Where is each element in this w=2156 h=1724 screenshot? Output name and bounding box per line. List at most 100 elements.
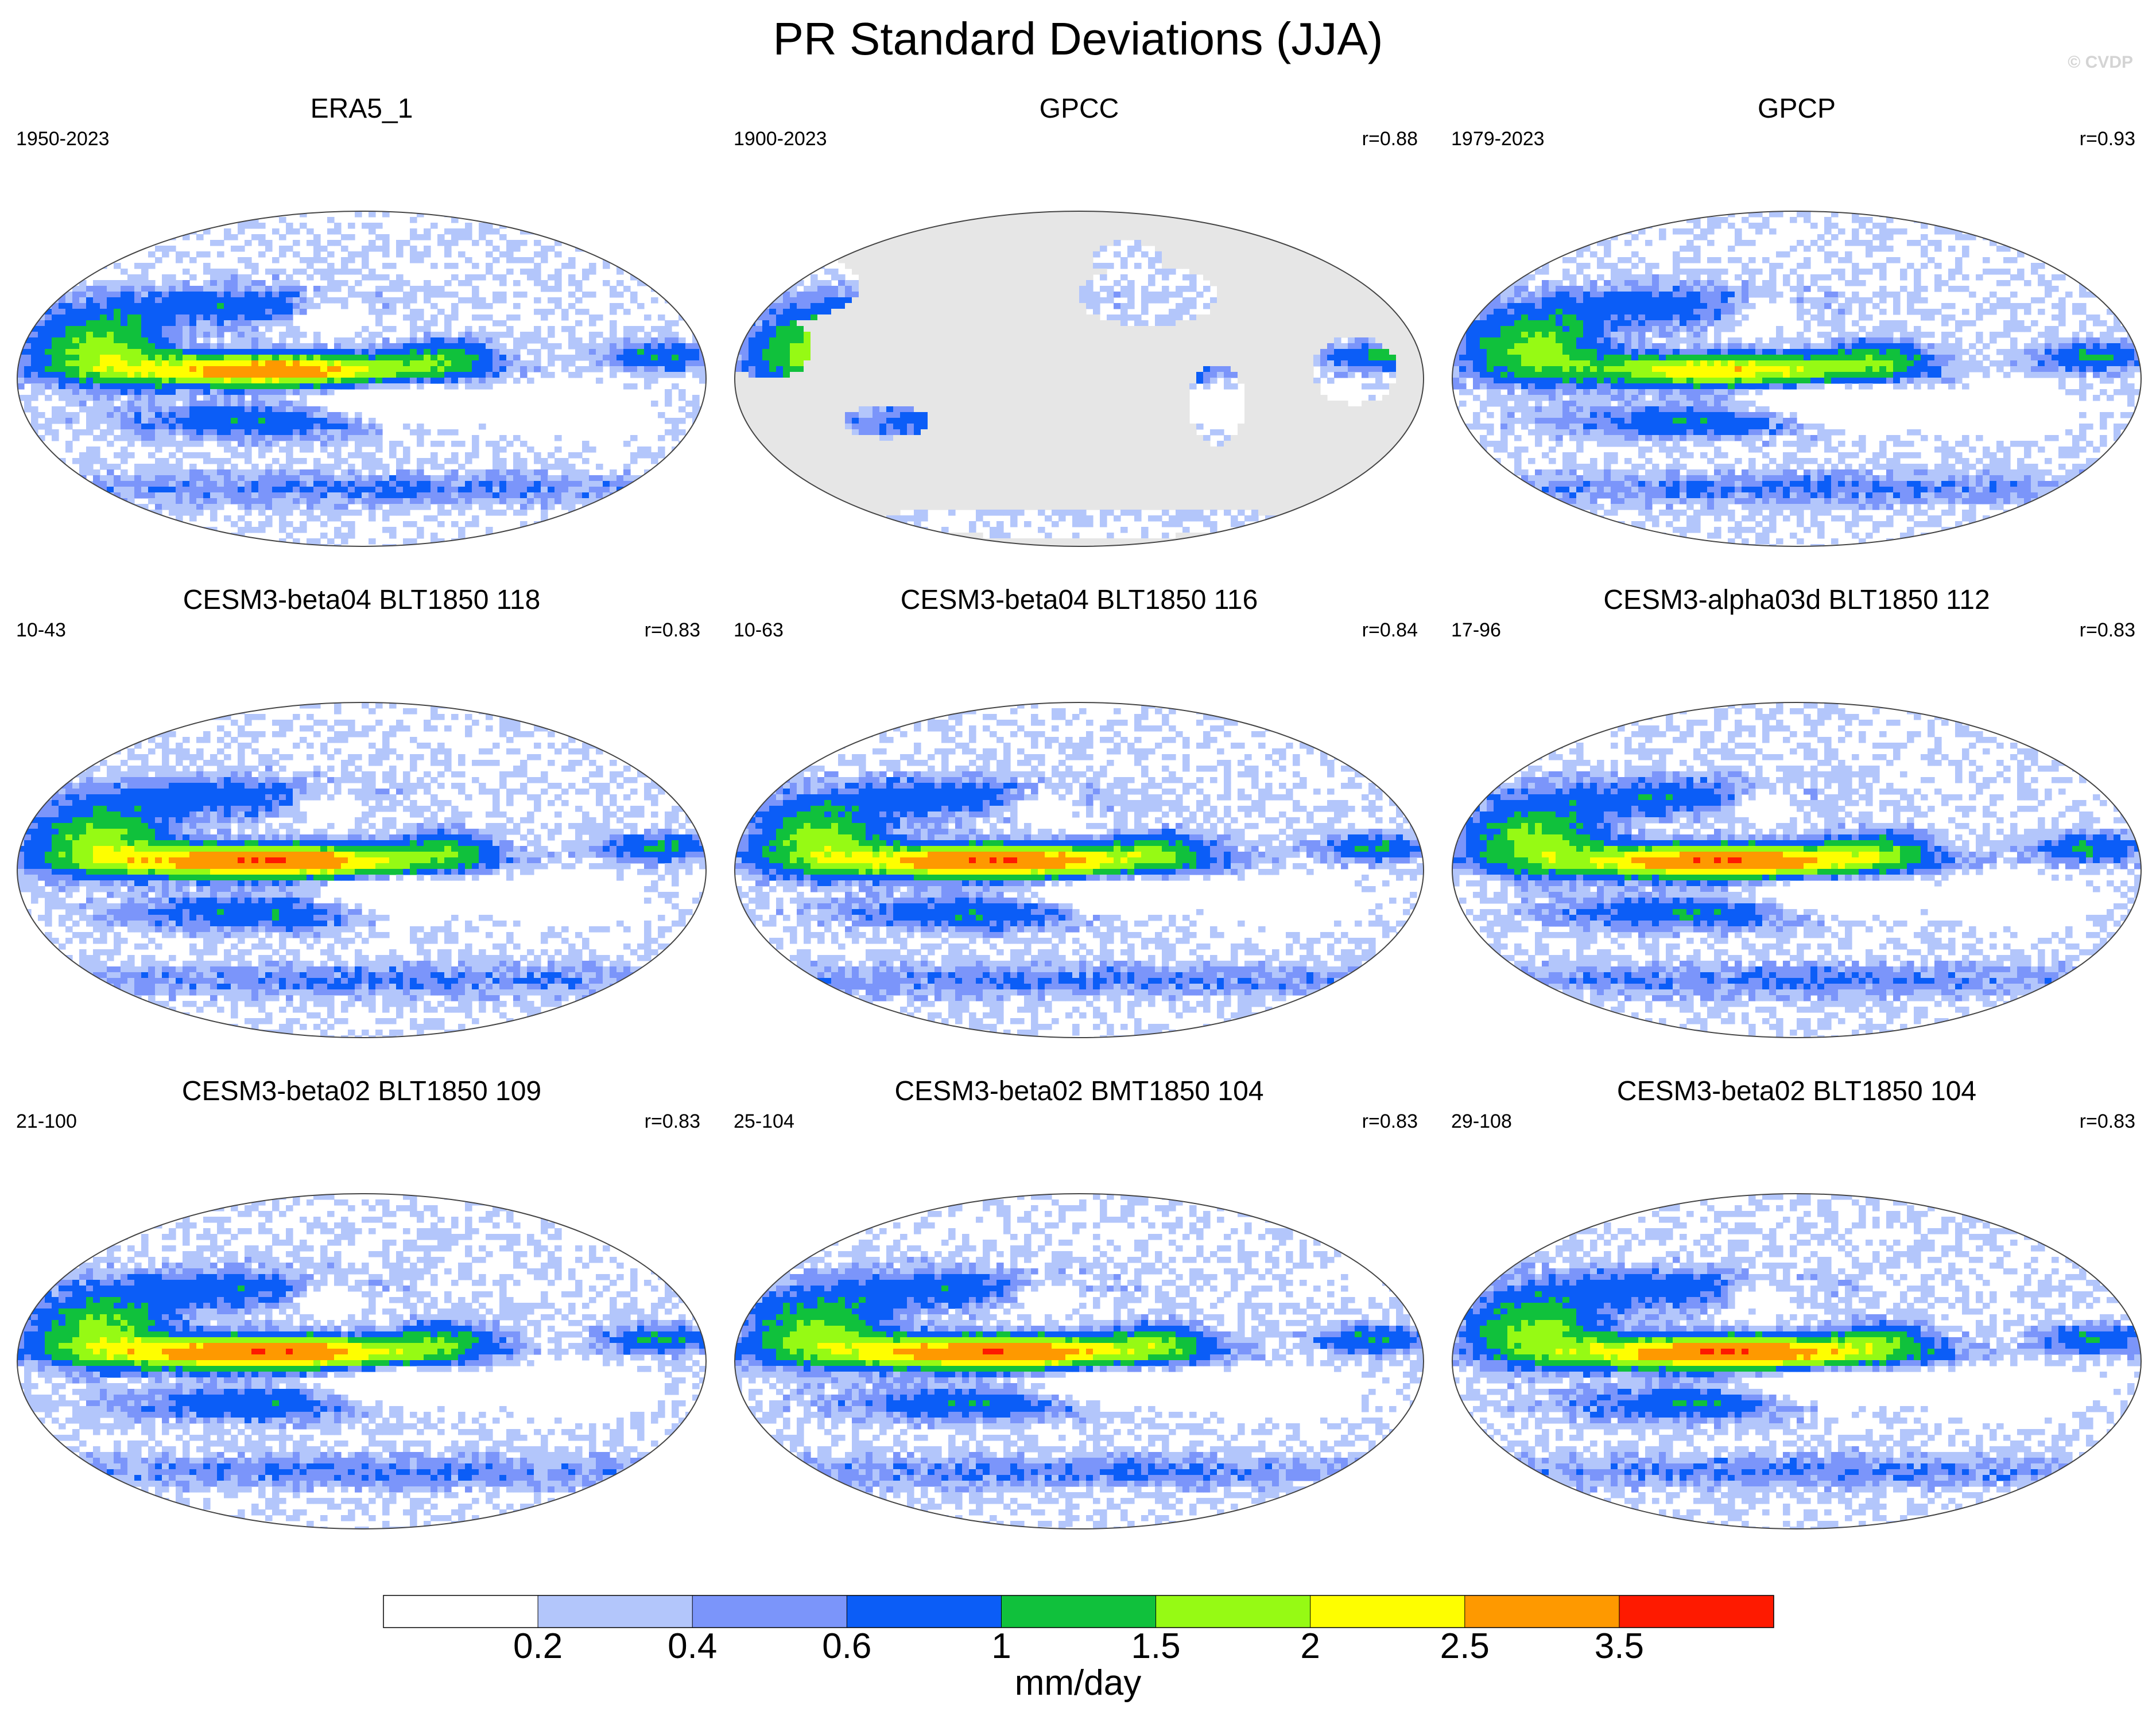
- map-cell: [162, 320, 169, 327]
- map-cell: [548, 332, 555, 338]
- map-cell: [59, 292, 66, 298]
- map-cell: [582, 309, 590, 315]
- map-cell: [127, 475, 135, 482]
- map-cell: [403, 314, 410, 321]
- map-cell: [1203, 303, 1211, 309]
- map-cell: [893, 228, 901, 235]
- map-cell: [1045, 234, 1052, 240]
- map-cell: [141, 527, 149, 533]
- map-cell: [1313, 246, 1321, 252]
- map-cell: [548, 498, 555, 504]
- map-cell: [162, 280, 169, 286]
- map-cell: [203, 280, 211, 286]
- map-cell: [134, 366, 142, 372]
- map-cell: [251, 234, 259, 240]
- map-cell: [375, 492, 383, 499]
- map-cell: [520, 492, 528, 499]
- map-cell: [45, 314, 52, 321]
- map-cell: [93, 309, 100, 315]
- map-cell: [561, 458, 569, 464]
- map-cell: [589, 475, 596, 482]
- map-cell: [1086, 223, 1093, 229]
- map-cell: [17, 286, 25, 292]
- map-cell: [79, 332, 87, 338]
- map-cell: [300, 458, 307, 464]
- map-cell: [678, 263, 686, 269]
- map-cell: [217, 538, 224, 545]
- map-cell: [589, 527, 596, 533]
- map-cell: [630, 366, 638, 372]
- map-cell: [279, 286, 286, 292]
- map-cell: [134, 309, 142, 315]
- map-cell: [914, 240, 921, 246]
- map-cell: [1003, 223, 1011, 229]
- map-cell: [437, 492, 445, 499]
- map-cell: [1417, 251, 1424, 258]
- map-cell: [914, 303, 921, 309]
- map-cell: [465, 280, 472, 286]
- map-cell: [238, 469, 245, 476]
- map-cell: [134, 435, 142, 441]
- map-cell: [941, 297, 949, 304]
- map-cell: [811, 251, 818, 258]
- map-cell: [375, 504, 383, 510]
- map-cell: [458, 366, 466, 372]
- map-cell: [610, 337, 617, 344]
- map-cell: [217, 211, 224, 218]
- map-cell: [410, 217, 417, 223]
- map-cell: [148, 533, 156, 539]
- map-cell: [127, 355, 135, 361]
- map-cell: [1251, 240, 1259, 246]
- map-cell: [879, 240, 887, 246]
- map-cell: [217, 303, 224, 309]
- map-cell: [286, 429, 293, 436]
- map-cell: [210, 435, 218, 441]
- map-cell: [403, 487, 410, 493]
- map-cell: [879, 234, 887, 240]
- map-cell: [238, 337, 245, 344]
- map-cell: [859, 286, 866, 292]
- map-cell: [334, 378, 342, 384]
- map-cell: [272, 441, 280, 447]
- map-cell: [31, 418, 38, 424]
- map-cell: [941, 211, 949, 218]
- map-cell: [52, 521, 59, 527]
- map-cell: [375, 487, 383, 493]
- map-cell: [1244, 257, 1252, 263]
- map-cell: [355, 441, 362, 447]
- map-cell: [672, 372, 679, 378]
- map-cell: [210, 395, 218, 401]
- map-cell: [417, 234, 424, 240]
- map-cell: [59, 475, 66, 482]
- map-cell: [1306, 297, 1314, 304]
- map-cell: [162, 378, 169, 384]
- map-cell: [72, 286, 80, 292]
- map-cell: [286, 274, 293, 281]
- map-cell: [1244, 217, 1252, 223]
- map-cell: [100, 360, 107, 367]
- map-cell: [520, 458, 528, 464]
- map-cell: [458, 337, 466, 344]
- map-cell: [969, 263, 976, 269]
- map-cell: [651, 487, 658, 493]
- map-cell: [1182, 286, 1190, 292]
- map-cell: [1320, 286, 1328, 292]
- map-cell: [189, 504, 197, 510]
- map-cell: [499, 487, 507, 493]
- map-cell: [169, 487, 176, 493]
- map-cell: [817, 280, 825, 286]
- map-cell: [817, 217, 825, 223]
- map-cell: [486, 378, 493, 384]
- map-cell: [121, 286, 128, 292]
- map-cell: [31, 234, 38, 240]
- map-cell: [907, 274, 914, 281]
- map-cell: [17, 228, 25, 235]
- map-cell: [817, 303, 825, 309]
- map-cell: [396, 492, 404, 499]
- map-cell: [334, 504, 342, 510]
- map-cell: [196, 475, 204, 482]
- map-cell: [258, 251, 266, 258]
- map-cell: [996, 257, 1004, 263]
- map-cell: [644, 349, 652, 355]
- map-cell: [1272, 269, 1279, 275]
